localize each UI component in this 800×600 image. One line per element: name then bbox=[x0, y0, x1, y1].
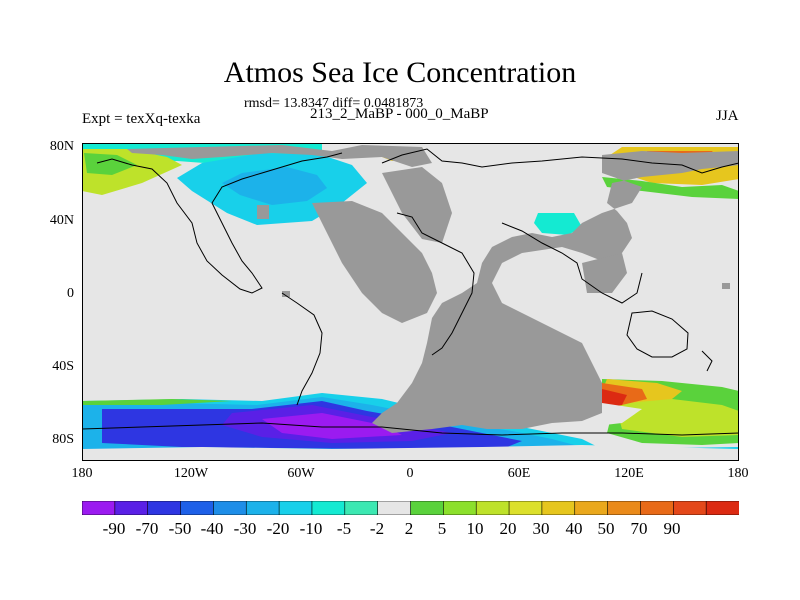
central-landmass-north bbox=[382, 167, 452, 243]
colorbar-swatch bbox=[672, 501, 707, 515]
colorbar-swatch bbox=[311, 501, 346, 515]
lon-tick-label: 180 bbox=[71, 466, 93, 481]
experiment-label: Expt = texXq-texka bbox=[82, 111, 201, 127]
map-frame bbox=[82, 143, 739, 461]
inland-sea-anomaly bbox=[534, 213, 582, 235]
lon-tick-label: 120E bbox=[614, 466, 644, 481]
colorbar-label: -90 bbox=[102, 519, 126, 538]
lat-tick-label: 40S bbox=[52, 359, 74, 374]
colorbar-swatch bbox=[410, 501, 444, 515]
lon-tick-label: 60E bbox=[507, 466, 531, 481]
island-block bbox=[282, 291, 290, 297]
colorbar-label: 30 bbox=[532, 519, 550, 538]
colorbar-swatch bbox=[640, 501, 674, 515]
paleo-land bbox=[127, 143, 739, 433]
northern-landmass-west bbox=[127, 145, 432, 167]
east-peninsula bbox=[582, 253, 627, 293]
colorbar-swatch bbox=[475, 501, 510, 515]
season-label: JJA bbox=[716, 108, 739, 124]
colorbar-swatch bbox=[278, 501, 313, 515]
lat-tick-label: 80N bbox=[49, 139, 74, 154]
arctic-band-green bbox=[84, 153, 137, 175]
colorbar-swatch bbox=[443, 501, 477, 515]
colorbar-label: 5 bbox=[437, 519, 447, 538]
colorbar-swatch bbox=[607, 501, 642, 515]
colorbar-label: 20 bbox=[499, 519, 517, 538]
colorbar-label: -50 bbox=[168, 519, 192, 538]
colorbar-label: -70 bbox=[135, 519, 159, 538]
colorbar-swatch bbox=[344, 501, 379, 515]
sea-ice-map bbox=[82, 143, 739, 461]
chart-title: Atmos Sea Ice Concentration bbox=[223, 56, 577, 89]
colorbar-swatch bbox=[213, 501, 247, 515]
antarctic-band-green-west bbox=[82, 399, 232, 405]
colorbar-label: -40 bbox=[200, 519, 224, 538]
pangaea-core bbox=[372, 143, 739, 433]
central-landmass-west bbox=[312, 201, 437, 323]
antarctica-coast bbox=[82, 422, 739, 436]
colorbar-label: 40 bbox=[565, 519, 583, 538]
colorbar-label: 50 bbox=[597, 519, 615, 538]
colorbar-swatch bbox=[180, 501, 215, 515]
lon-tick-label: 0 bbox=[406, 466, 414, 481]
lon-tick-label: 120W bbox=[173, 466, 209, 481]
africa-coast bbox=[396, 212, 475, 356]
colorbar bbox=[82, 501, 739, 515]
colorbar-label: 70 bbox=[630, 519, 648, 538]
lat-tick-label: 0 bbox=[67, 286, 74, 301]
south-america-coast bbox=[281, 292, 323, 406]
lon-tick-label: 180 bbox=[727, 466, 749, 481]
rmsd-diff-stats: rmsd= 13.8347 diff= 0.0481873 bbox=[244, 96, 424, 111]
colorbar-swatch bbox=[508, 501, 543, 515]
island-block bbox=[257, 205, 269, 219]
lat-tick-label: 80S bbox=[52, 432, 74, 447]
coastlines bbox=[82, 148, 739, 436]
colorbar-swatch bbox=[82, 501, 116, 515]
new-zealand-coast bbox=[701, 350, 713, 372]
eurasia-coast bbox=[381, 148, 739, 174]
colorbar-swatch bbox=[541, 501, 576, 515]
island-block bbox=[722, 283, 730, 289]
south-asia-coast bbox=[501, 222, 643, 304]
colorbar-swatch bbox=[114, 501, 149, 515]
colorbar-label: -20 bbox=[266, 519, 290, 538]
lon-tick-label: 60W bbox=[287, 466, 315, 481]
colorbar-swatch bbox=[574, 501, 609, 515]
colorbar-label: 90 bbox=[663, 519, 681, 538]
period-label: 213_2_MaBP - 000_0_MaBP bbox=[310, 106, 489, 122]
colorbar-swatch bbox=[147, 501, 182, 515]
arctic-band-blue bbox=[222, 167, 327, 205]
south-polar-cap bbox=[82, 445, 739, 461]
colorbar-label: 10 bbox=[466, 519, 484, 538]
colorbar-label: -30 bbox=[233, 519, 257, 538]
antarctic-band-yellowgreen bbox=[614, 395, 739, 437]
australia-coast bbox=[626, 310, 689, 358]
colorbar-swatch bbox=[245, 501, 280, 515]
arctic-band-green-east bbox=[602, 177, 739, 199]
colorbar-label: -10 bbox=[299, 519, 323, 538]
colorbar-label: -2 bbox=[369, 519, 385, 538]
lat-tick-label: 40N bbox=[49, 213, 74, 228]
colorbar-swatch bbox=[377, 501, 412, 515]
colorbar-swatch bbox=[705, 501, 739, 515]
antarctic-band-purple bbox=[262, 413, 402, 439]
colorbar-label: 2 bbox=[404, 519, 414, 538]
north-america-coast bbox=[96, 152, 343, 294]
colorbar-label: -5 bbox=[336, 519, 352, 538]
